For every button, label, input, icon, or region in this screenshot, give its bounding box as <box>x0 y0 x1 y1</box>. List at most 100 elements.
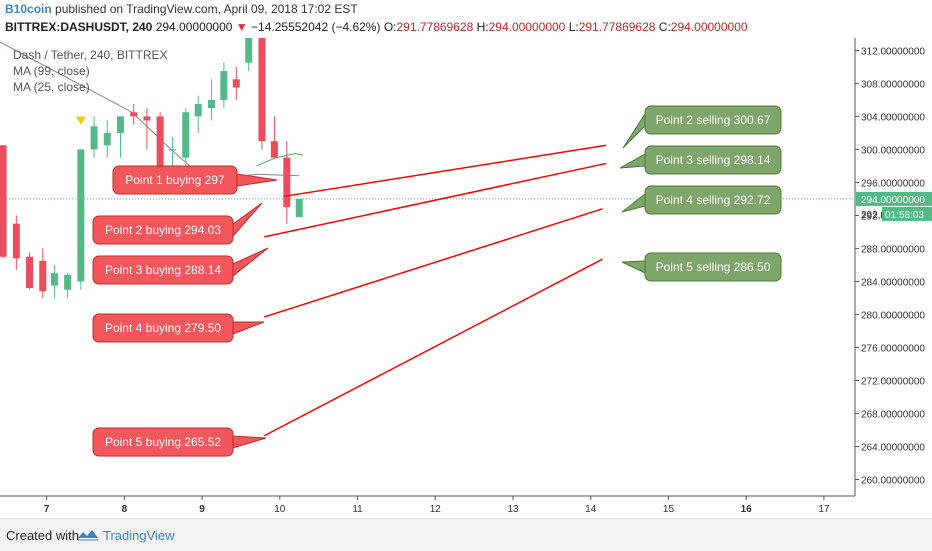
candle-body <box>116 116 124 133</box>
buy-callout[interactable]: Point 4 buying 279.50 <box>92 313 265 343</box>
candle-body <box>283 157 291 208</box>
callout-tail <box>232 435 267 449</box>
countdown-badge <box>882 206 932 221</box>
callout-box <box>644 252 782 282</box>
x-tick-label: 11 <box>352 504 363 515</box>
footer: Created with TradingView <box>0 518 932 551</box>
callout-box <box>644 145 782 175</box>
candle-body <box>169 149 177 151</box>
y-tick-label: 272.00000000 <box>861 376 925 387</box>
sell-callout[interactable]: Point 3 selling 298.14 <box>619 145 782 175</box>
callout-tail <box>232 247 269 278</box>
y-tick-label: 280.00000000 <box>861 310 925 321</box>
candle-body <box>50 273 58 286</box>
candle-body <box>245 38 253 63</box>
tradingview-logo-icon[interactable] <box>77 527 99 543</box>
publish-info: B10coin published on TradingView.com, Ap… <box>5 2 358 16</box>
y-tick-label: 312.00000000 <box>861 46 925 57</box>
y-tick-label: 284.00000000 <box>861 277 925 288</box>
candle-body <box>12 223 20 259</box>
callout-label: Point 5 buying 265.52 <box>105 435 221 449</box>
x-tick-label: 16 <box>741 504 753 515</box>
y-tick-label: 296.00000000 <box>861 178 925 189</box>
y-tick-label: 268.00000000 <box>861 409 925 420</box>
callout-box <box>92 427 234 457</box>
callout-tail <box>232 202 263 238</box>
y-tick-label: 288.00000000 <box>861 244 925 255</box>
x-tick-label: 12 <box>430 504 442 515</box>
callout-tail <box>619 153 646 169</box>
y-tick-label: 300.00000000 <box>861 145 925 156</box>
ma99-line <box>0 41 300 179</box>
callout-box <box>644 105 782 135</box>
sell-callout[interactable]: Point 4 selling 292.72 <box>621 185 782 215</box>
countdown-axis-label: 292.0 <box>861 210 886 221</box>
last-price-badge <box>856 191 932 206</box>
candle-body <box>182 112 190 158</box>
legend-title: Dash / Tether, 240, BITTREX <box>13 48 168 62</box>
legend-ma99[interactable]: MA (99, close) <box>13 64 90 78</box>
high-label: H: <box>476 20 489 34</box>
callout-tail <box>622 112 646 149</box>
x-tick-label: 15 <box>663 504 675 515</box>
candle-body <box>295 198 303 218</box>
author-name[interactable]: B10coin <box>5 2 52 16</box>
x-tick-label: 7 <box>44 504 50 515</box>
low-value: 291.77869628 <box>578 20 656 34</box>
callout-tail <box>236 173 278 187</box>
tradingview-brand[interactable]: TradingView <box>103 528 175 543</box>
sell-callout[interactable]: Point 2 selling 300.67 <box>622 105 782 149</box>
buy-callout[interactable]: Point 1 buying 297 <box>112 165 278 195</box>
candle-body <box>258 38 266 142</box>
callout-label: Point 4 buying 279.50 <box>105 321 221 335</box>
trade-line <box>264 208 603 318</box>
close-label: C: <box>658 20 671 34</box>
trade-line <box>263 258 603 437</box>
trade-line <box>264 162 607 238</box>
y-tick-label: 308.00000000 <box>861 79 925 90</box>
callout-box <box>92 215 234 245</box>
callout-label: Point 2 selling 300.67 <box>656 113 771 127</box>
price-chart[interactable]: 260.00000000 264.00000000 268.00000000 272.… <box>0 0 932 518</box>
y-tick-label: 260.00000000 <box>861 475 925 486</box>
buy-callout[interactable]: Point 5 buying 265.52 <box>92 427 267 457</box>
published-text: published on TradingView.com, April 09, … <box>55 2 358 16</box>
candle-body <box>194 104 202 117</box>
x-tick-label: 17 <box>818 504 830 515</box>
ohlc-bar: BITTREX:DASHUSDT, 240 294.00000000 ▼ −14… <box>5 20 748 34</box>
candle-body <box>207 99 215 109</box>
open-value: 291.77869628 <box>396 20 474 34</box>
callout-label: Point 3 buying 288.14 <box>105 263 221 277</box>
candle-body <box>103 132 111 146</box>
buy-callout[interactable]: Point 2 buying 294.03 <box>92 202 263 245</box>
candle-body <box>232 79 240 88</box>
callout-box <box>92 313 234 343</box>
candle-body <box>220 71 228 100</box>
y-tick-label: 276.00000000 <box>861 343 925 354</box>
x-tick-label: 10 <box>274 504 286 515</box>
legend-ma25[interactable]: MA (25, close) <box>13 80 90 94</box>
change-arrow-icon: ▼ <box>235 20 248 34</box>
candle-body <box>39 260 47 292</box>
callout-label: Point 3 selling 298.14 <box>656 153 771 167</box>
close-value: 294.00000000 <box>670 20 748 34</box>
candle-body <box>0 145 7 257</box>
change-value: −14.25552042 (−4.62%) <box>251 20 381 34</box>
buy-callout[interactable]: Point 3 buying 288.14 <box>92 247 269 285</box>
callout-label: Point 1 buying 297 <box>125 173 225 187</box>
candle-body <box>64 274 72 290</box>
candle-body <box>270 141 278 158</box>
callout-box <box>112 165 238 195</box>
x-tick-label: 8 <box>122 504 128 515</box>
open-label: O: <box>383 20 397 34</box>
sell-callout[interactable]: Point 5 selling 286.50 <box>621 252 782 282</box>
candle-body <box>156 116 164 183</box>
candle-body <box>143 116 151 121</box>
signal-marker-icon <box>75 116 86 125</box>
y-tick-label: 304.00000000 <box>861 112 925 123</box>
x-tick-label: 13 <box>507 504 519 515</box>
ma25-line <box>256 152 304 167</box>
candle-body <box>77 149 85 282</box>
last-price-badge-label: 294.00000000 <box>861 195 925 206</box>
trade-line <box>283 144 607 198</box>
